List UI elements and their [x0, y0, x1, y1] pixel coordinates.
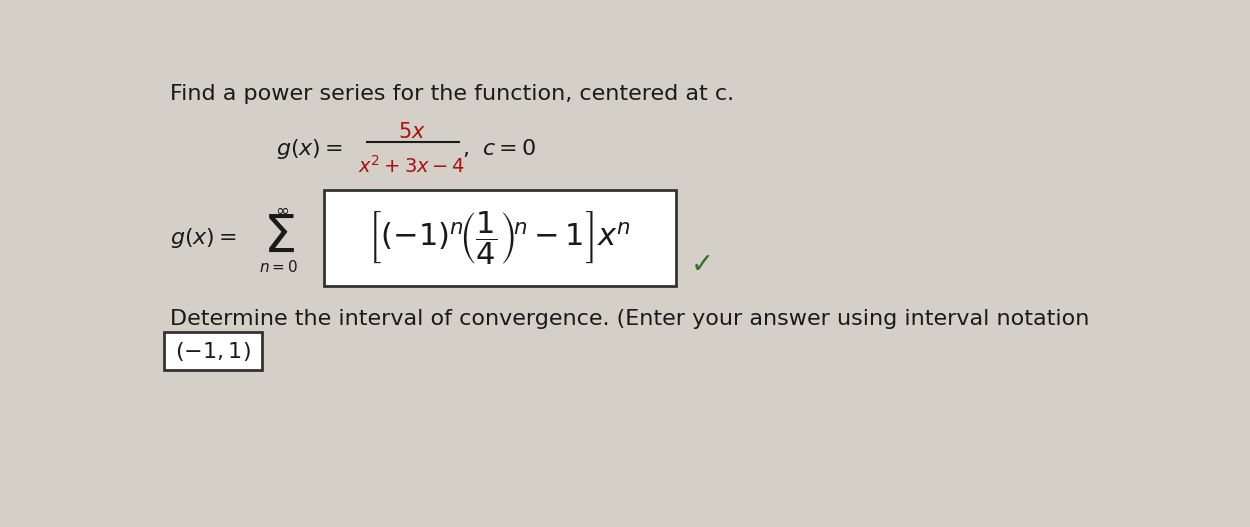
Text: $,$: $,$ — [461, 140, 469, 160]
Text: $(-1,1)$: $(-1,1)$ — [175, 340, 251, 363]
FancyBboxPatch shape — [164, 332, 261, 370]
Text: $n = 0$: $n = 0$ — [259, 259, 299, 275]
Text: ✓: ✓ — [691, 251, 714, 279]
Text: $5x$: $5x$ — [398, 122, 426, 142]
Text: Determine the interval of convergence. (Enter your answer using interval notatio: Determine the interval of convergence. (… — [170, 309, 1090, 329]
FancyBboxPatch shape — [324, 190, 675, 286]
Text: $x^2 + 3x - 4$: $x^2 + 3x - 4$ — [359, 155, 466, 177]
Text: Find a power series for the function, centered at c.: Find a power series for the function, ce… — [170, 84, 734, 104]
Text: $\left[(-1)^n\!\left(\dfrac{1}{4}\right)^{\!n} - 1\right]x^n$: $\left[(-1)^n\!\left(\dfrac{1}{4}\right)… — [369, 209, 631, 267]
Text: $\infty$: $\infty$ — [275, 201, 289, 219]
Text: $c = 0$: $c = 0$ — [481, 140, 536, 160]
Text: $g(x) =$: $g(x) =$ — [276, 138, 344, 161]
Text: $g(x) =$: $g(x) =$ — [170, 226, 238, 250]
Text: $\Sigma$: $\Sigma$ — [262, 212, 295, 264]
